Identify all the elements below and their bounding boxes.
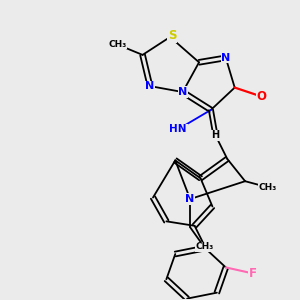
- Text: S: S: [168, 29, 176, 42]
- Text: CH₃: CH₃: [196, 242, 214, 251]
- Text: N: N: [146, 81, 154, 91]
- Text: HN: HN: [169, 124, 187, 134]
- Text: N: N: [185, 194, 195, 204]
- Text: O: O: [256, 90, 266, 103]
- Text: H: H: [211, 130, 220, 140]
- Text: N: N: [178, 87, 187, 97]
- Text: N: N: [221, 53, 230, 63]
- Text: F: F: [248, 267, 256, 280]
- Text: CH₃: CH₃: [108, 40, 126, 49]
- Text: CH₃: CH₃: [258, 183, 277, 192]
